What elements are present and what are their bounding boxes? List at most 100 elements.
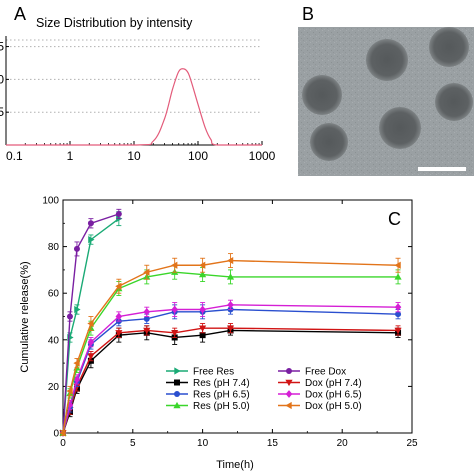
panel-c-legend-item: Res (pH 6.5) (166, 390, 250, 401)
panel-c-data-point (171, 305, 178, 314)
panel-letter-b: B (302, 4, 314, 24)
panel-a-size-distribution: A Size Distribution by intensity 0.1 1 10 1… (0, 4, 276, 163)
panel-c-data-point (115, 312, 123, 321)
panel-c-legend-item: Free Res (166, 367, 234, 378)
panel-a-y-tick-label: 10 (0, 72, 4, 86)
tem-particle (379, 107, 421, 149)
panel-c-legend-marker (286, 368, 292, 374)
tem-particle (429, 27, 469, 67)
tem-particle (310, 123, 348, 161)
scale-bar (418, 167, 466, 171)
panel-c-y-tick-label: 80 (48, 242, 60, 253)
panel-c-data-point (88, 236, 95, 244)
panel-c-data-point (87, 353, 95, 360)
panel-c-data-point (394, 261, 401, 269)
panel-c-data-point (73, 245, 80, 252)
panel-c-legend: Free Res Free Dox Res (pH 7.4) Dox (pH 7.4)… (166, 367, 362, 412)
panel-c-series-7 (59, 253, 401, 437)
panel-c-legend-label: Dox (pH 6.5) (305, 390, 362, 401)
panel-c-data-point (115, 330, 123, 337)
panel-c-x-tick-label: 25 (406, 438, 418, 449)
panel-letter-c: C (388, 209, 401, 229)
panel-a-x-tick-label: 1000 (249, 149, 276, 163)
panel-c-data-point (66, 387, 73, 395)
panel-c-legend-item: Dox (pH 5.0) (278, 401, 362, 412)
panel-c-data-point (394, 303, 402, 312)
panel-c-legend-item: Free Dox (278, 367, 346, 378)
panel-c-series-line (62, 304, 399, 434)
panel-c-data-point (226, 256, 234, 265)
panel-a-title: Size Distribution by intensity (36, 16, 193, 30)
panel-c-x-ticks: 0 5 10 15 20 25 (60, 200, 418, 449)
panel-c-data-point (199, 332, 206, 339)
panel-c-legend-label: Res (pH 6.5) (193, 390, 250, 401)
panel-a-axes (5, 36, 262, 146)
panel-c-y-tick-label: 60 (48, 289, 60, 300)
panel-c-y-tick-label: 0 (53, 429, 59, 440)
panel-c-y-tick-label: 20 (48, 382, 60, 393)
panel-c-x-tick-label: 10 (197, 438, 209, 449)
panel-c-legend-marker (174, 391, 180, 397)
panel-c-data-point (226, 273, 235, 280)
panel-letter-a: A (14, 4, 26, 24)
panel-c-legend-item: Res (pH 5.0) (166, 401, 250, 412)
panel-c-data-point (66, 313, 73, 320)
panel-a-x-tick-label: 0.1 (6, 149, 23, 163)
panel-c-data-point (87, 319, 94, 328)
panel-c-x-tick-label: 15 (267, 438, 279, 449)
panel-c-legend-item: Res (pH 7.4) (166, 378, 250, 389)
panel-c-data-point (199, 261, 206, 269)
panel-c-data-point (143, 327, 151, 335)
panel-c-data-point (395, 311, 402, 318)
panel-c-data-point (73, 375, 81, 384)
panel-c-data-point (59, 429, 66, 437)
panel-c-data-point (87, 220, 94, 227)
panel-c-data-point (87, 338, 95, 347)
panel-c-data-point (227, 300, 234, 309)
panel-c-data-point (115, 210, 122, 217)
panel-c-y-tick-label: 100 (42, 196, 59, 207)
panel-c-data-point (73, 359, 80, 367)
panel-c-legend-item: Dox (pH 7.4) (278, 378, 362, 389)
panel-c-y-axis-label: Cumulative release(%) (19, 261, 31, 372)
panel-c-series-line (62, 327, 399, 434)
panel-c-x-tick-label: 0 (60, 438, 66, 449)
panel-a-y-tick-label: 15 (0, 40, 4, 54)
panel-c-legend-label: Free Dox (305, 367, 346, 378)
panel-c-legend-label: Free Res (193, 367, 234, 378)
tem-particle (366, 39, 408, 81)
panel-a-series (6, 68, 262, 146)
panel-c-legend-marker (285, 390, 293, 398)
panel-c-series-line (62, 271, 399, 434)
panel-c-legend-marker (173, 401, 181, 409)
panel-b-tem-image: B (298, 4, 474, 176)
panel-c-legend-marker (174, 367, 181, 375)
panel-c-legend-item: Dox (pH 6.5) (278, 390, 362, 401)
panel-a-y-ticks: 5 10 15 (0, 40, 9, 119)
panel-c-x-axis-label: Time(h) (216, 459, 253, 471)
panel-c-series-5 (59, 299, 402, 437)
tem-particle (302, 75, 342, 115)
panel-c-legend-marker (285, 379, 293, 387)
panel-c-data-point (115, 282, 122, 290)
panel-c-data-point (171, 261, 178, 269)
panel-c-cumulative-release: C 0 5 10 15 20 25 0 20 40 60 80 100 Time(h) Cumula… (19, 196, 418, 472)
panel-c-x-tick-label: 20 (337, 438, 349, 449)
panel-c-legend-label: Res (pH 5.0) (193, 401, 250, 412)
panel-c-series-line (62, 259, 399, 434)
panel-c-data-point (394, 273, 402, 280)
panel-c-data-point (74, 305, 81, 314)
panel-c-data-point (199, 305, 206, 314)
panel-a-x-tick-label: 1 (67, 149, 74, 163)
panel-c-data-point (143, 268, 150, 276)
panel-c-legend-label: Dox (pH 7.4) (305, 378, 362, 389)
panel-c-data-point (394, 327, 402, 335)
panel-a-x-tick-label: 10 (127, 149, 141, 163)
panel-a-y-tick-label: 5 (0, 105, 4, 119)
panel-c-legend-marker (285, 401, 292, 410)
panel-c-data-point (226, 325, 235, 332)
panel-c-data-point (171, 330, 179, 337)
panel-a-gridlines (6, 39, 262, 113)
panel-a-x-tick-label: 100 (188, 149, 208, 163)
panel-c-series (59, 208, 402, 437)
